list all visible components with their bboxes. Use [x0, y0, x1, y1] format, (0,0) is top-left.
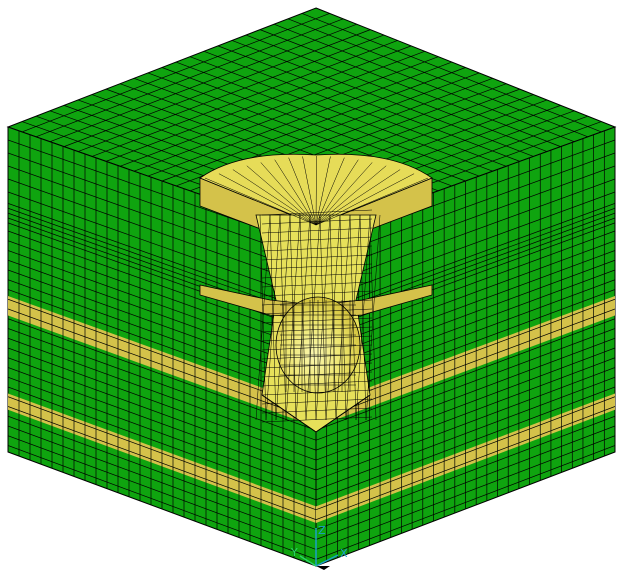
top-face [6, 7, 617, 236]
axis-triad-icon: Z X Y [290, 524, 348, 570]
left-face [7, 126, 317, 567]
via-cutout [199, 153, 433, 433]
triad-z-label: Z [318, 524, 326, 537]
triad-x-label: X [340, 547, 348, 560]
triad-base-marker [316, 566, 330, 570]
via-top-dome [199, 153, 433, 226]
triad-y-label: Y [290, 546, 298, 559]
triad-x-axis [315, 554, 339, 567]
via-bottom [261, 394, 371, 433]
triad-y-axis [299, 555, 317, 567]
